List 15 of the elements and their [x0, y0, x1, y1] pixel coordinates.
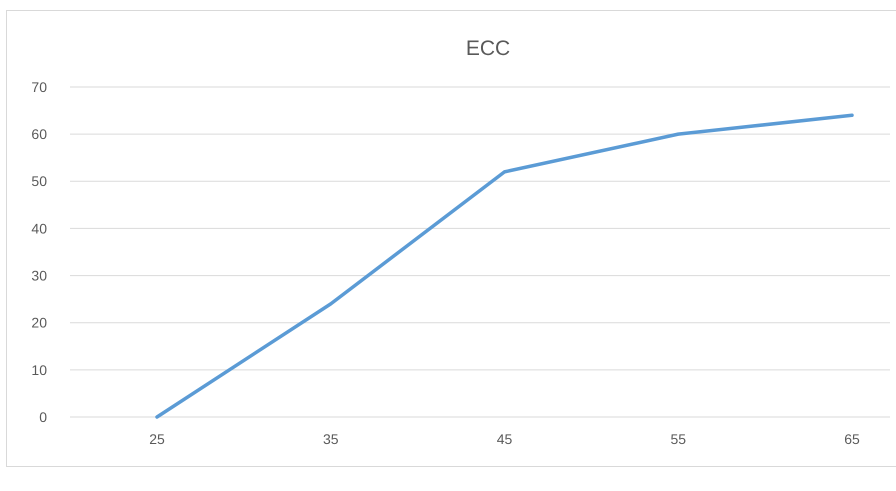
y-tick-label: 50: [31, 173, 48, 190]
y-tick-label: 40: [31, 220, 48, 236]
y-tick-label: 60: [31, 126, 48, 142]
y-tick-label: 0: [39, 408, 48, 425]
y-tick-label: 70: [31, 78, 48, 95]
x-tick-label: 25: [149, 431, 165, 447]
y-tick-label: 30: [31, 267, 48, 284]
y-tick-label: 10: [31, 362, 48, 378]
x-tick-label: 65: [844, 431, 860, 447]
x-tick-label: 45: [496, 431, 512, 447]
line-series: [155, 114, 854, 419]
x-tick-label: 35: [322, 431, 339, 447]
y-tick-label: 20: [31, 314, 48, 331]
chart-title: ECC: [466, 37, 510, 60]
x-tick-label: 55: [670, 431, 686, 447]
